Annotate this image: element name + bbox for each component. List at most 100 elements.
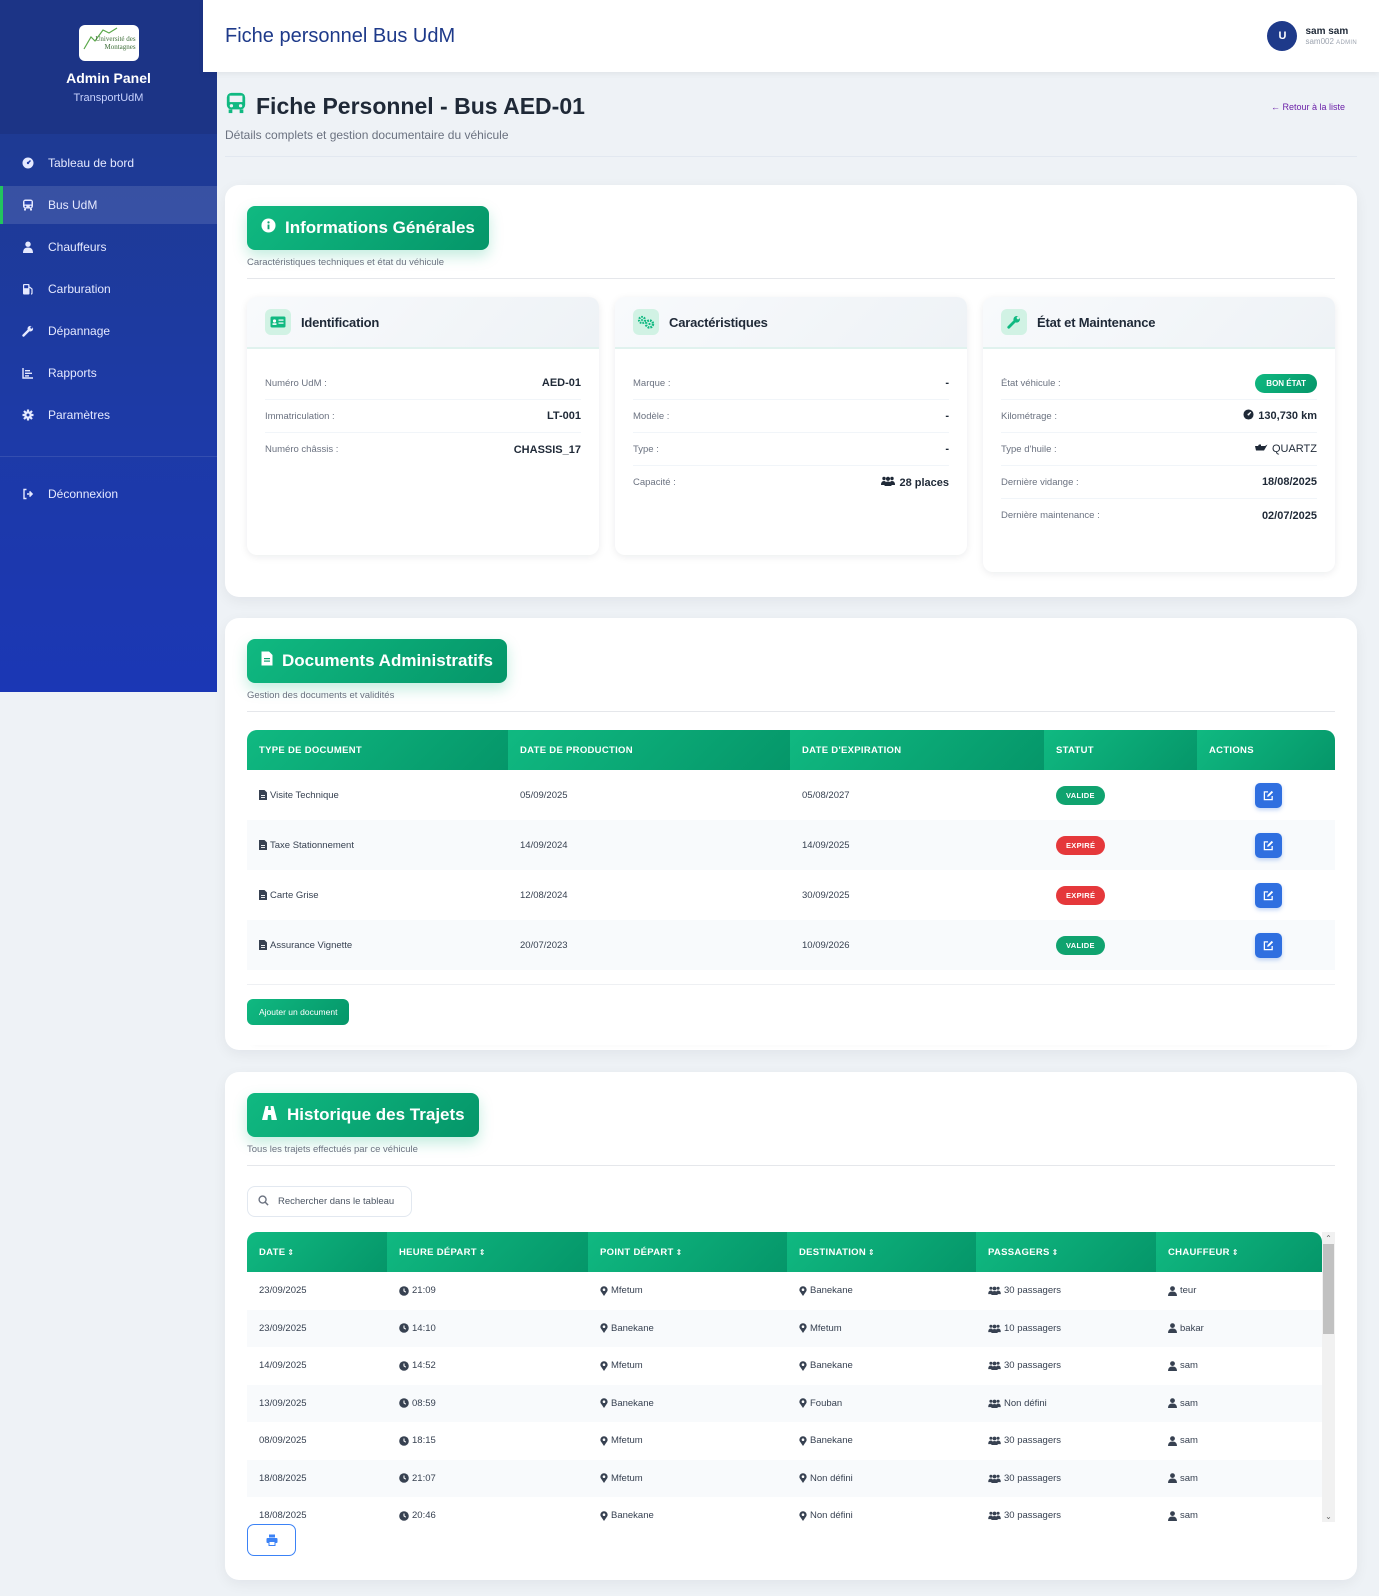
user-icon [1168,1435,1177,1446]
doc-produced-date: 05/09/2025 [520,789,568,801]
column-label: HEURE DÉPART [399,1246,477,1258]
scroll-thumb[interactable] [1323,1244,1334,1334]
scroll-down-arrow[interactable]: ⌄ [1325,1511,1332,1521]
user-icon [1168,1473,1177,1484]
user-icon [1168,1398,1177,1409]
cell-value: 21:07 [412,1472,436,1484]
sidebar-item-drivers[interactable]: Chauffeurs [0,228,217,266]
page-subtitle: Détails complets et gestion documentaire… [225,128,509,142]
logout-button[interactable]: Déconnexion [0,475,217,513]
trip-date: 14/09/2025 [247,1347,387,1385]
map-marker-icon [600,1473,608,1484]
section-title-text: Documents Administratifs [282,651,493,670]
edit-button[interactable] [1255,882,1282,908]
logo-mountain-icon [82,27,117,50]
info-row: Capacité : 28 places [633,466,949,499]
trip-from: Mfetum [588,1460,787,1498]
edit-button[interactable] [1255,832,1282,858]
trip-time: 18:15 [387,1422,588,1460]
clock-icon [399,1510,409,1521]
map-marker-icon [600,1323,608,1334]
sidebar-item-settings[interactable]: Paramètres [0,396,217,434]
sidebar-item-label: Dépannage [48,324,111,338]
info-row: Numéro châssis : CHASSIS_17 [265,433,581,466]
trip-date: 13/09/2025 [247,1385,387,1423]
search-input[interactable] [278,1196,403,1207]
column-label: CHAUFFEUR [1168,1246,1230,1258]
logo-text-line1: Université des [95,35,136,43]
column-header: STATUT [1044,730,1197,770]
map-marker-icon [600,1510,608,1521]
column-header-driver[interactable]: CHAUFFEUR ⇕ [1156,1232,1322,1272]
cell-value: Non défini [810,1472,853,1484]
edit-button[interactable] [1255,782,1282,808]
map-marker-icon [799,1435,807,1446]
trip-driver: sam [1156,1422,1322,1460]
cell-value: 18/08/2025 [259,1472,307,1484]
sidebar-item-bus[interactable]: Bus UdM [0,186,217,224]
user-menu[interactable]: U sam sam sam002 ADMIN [1267,21,1357,51]
column-header: ACTIONS [1197,730,1335,770]
table-search[interactable] [247,1186,412,1217]
info-label: Type d'huile : [1001,443,1057,455]
trip-time: 20:46 [387,1497,588,1522]
column-header-destination[interactable]: DESTINATION ⇕ [787,1232,976,1272]
trips-table-scroll[interactable]: DATE ⇕ HEURE DÉPART ⇕ POINT DÉPART ⇕ DESTIN… [247,1232,1322,1522]
trip-from: Banekane [588,1385,787,1423]
trip-from: Mfetum [588,1272,787,1310]
clock-icon [399,1473,409,1484]
avatar[interactable]: U [1267,21,1298,51]
info-label: Kilométrage : [1001,410,1057,422]
documents-card: Documents Administratifs Gestion des doc… [225,618,1357,1050]
column-label: POINT DÉPART [600,1246,674,1258]
info-label: Dernière vidange : [1001,476,1079,488]
doc-type: Carte Grise [270,889,319,901]
trip-passengers: 30 passagers [976,1347,1156,1385]
user-role: ADMIN [1336,40,1357,46]
users-icon [988,1286,1001,1296]
logo-text-line2: Montagnes [104,43,136,51]
table-row: 18/08/2025 21:07 Mfetum Non défini 30 pa… [247,1459,1322,1498]
edit-button[interactable] [1255,932,1282,958]
section-divider [247,711,1335,712]
oil-can-icon [1254,443,1268,455]
file-icon [259,789,267,800]
sidebar-item-repair[interactable]: Dépannage [0,312,217,350]
cell-value: sam [1180,1510,1198,1522]
doc-produced-date: 14/09/2024 [520,839,568,851]
sort-icon: ⇕ [675,1247,683,1257]
trip-passengers: 30 passagers [976,1460,1156,1498]
table-row: 14/09/2025 14:52 Mfetum Banekane 30 pass… [247,1347,1322,1385]
sidebar-item-label: Carburation [48,282,111,296]
column-header-time[interactable]: HEURE DÉPART ⇕ [387,1232,588,1272]
sidebar-item-dashboard[interactable]: Tableau de bord [0,144,217,182]
add-document-button[interactable]: Ajouter un document [247,999,350,1025]
info-value: 18/08/2025 [1261,476,1317,488]
info-row: Numéro UdM : AED-01 [265,367,581,400]
table-scrollbar[interactable]: ⌃ ⌄ [1322,1232,1335,1522]
sidebar-item-fuel[interactable]: Carburation [0,270,217,308]
info-label: Capacité : [633,477,676,488]
column-header-from[interactable]: POINT DÉPART ⇕ [588,1232,787,1272]
map-marker-icon [799,1473,807,1484]
cell-value: 23/09/2025 [259,1322,307,1334]
documents-table: TYPE DE DOCUMENT DATE DE PRODUCTION DATE… [247,730,1335,970]
info-label: Marque : [633,377,671,389]
column-header-date[interactable]: DATE ⇕ [247,1232,387,1272]
info-row: Modèle : - [633,400,949,433]
column-header-passengers[interactable]: PASSAGERS ⇕ [976,1232,1156,1272]
general-info-card: Informations Générales Caractéristiques … [225,185,1357,597]
trip-driver: bakar [1156,1310,1322,1348]
info-row: État véhicule : BON ÉTAT [1001,367,1317,400]
panel-title: Caractéristiques [669,314,768,330]
back-to-list-link[interactable]: ← Retour à la liste [1270,102,1345,112]
cell-value: 18:15 [412,1435,436,1447]
print-button[interactable] [247,1524,296,1556]
map-marker-icon [600,1360,608,1371]
university-logo[interactable]: Université des Montagnes [78,25,139,61]
users-icon [988,1511,1001,1521]
trip-time: 14:52 [387,1347,588,1385]
users-icon [988,1361,1001,1371]
scroll-up-arrow[interactable]: ⌃ [1325,1233,1332,1243]
sidebar-item-reports[interactable]: Rapports [0,354,217,392]
